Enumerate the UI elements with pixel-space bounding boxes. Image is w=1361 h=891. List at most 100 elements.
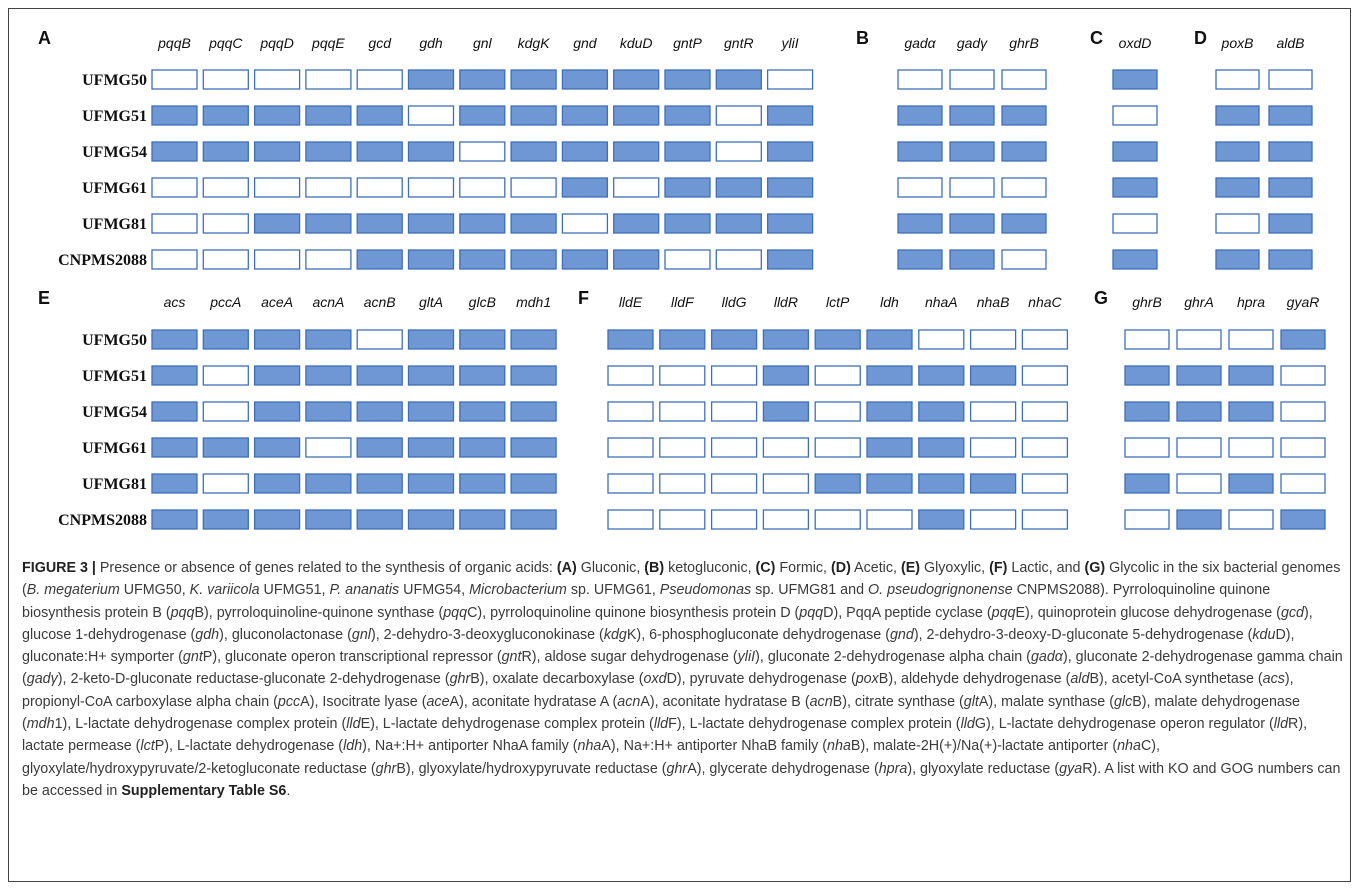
gene-present-cell — [407, 329, 455, 350]
gene-present-cell — [1176, 365, 1222, 386]
gene-present-cell — [407, 401, 455, 422]
gene-absent-cell — [561, 213, 609, 234]
gene-present-cell — [459, 473, 506, 494]
gene-present-cell — [1124, 401, 1170, 422]
gene-absent-cell — [715, 141, 762, 162]
strain-label: UFMG81 — [82, 216, 147, 233]
gene-present-cell — [1215, 141, 1260, 162]
strain-label: UFMG61 — [82, 440, 147, 457]
gene-present-cell — [897, 141, 943, 162]
gene-label: ghrB — [1132, 294, 1162, 310]
gene-absent-cell — [510, 177, 557, 198]
gene-present-cell — [715, 69, 762, 90]
gene-present-cell — [407, 141, 455, 162]
gene-label: nhaB — [977, 294, 1010, 310]
gene-absent-cell — [1124, 509, 1170, 530]
gene-absent-cell — [814, 509, 861, 530]
gene-label: oxdD — [1119, 35, 1152, 51]
gene-present-cell — [1112, 177, 1158, 198]
gene-absent-cell — [1001, 249, 1047, 270]
gene-present-cell — [607, 329, 654, 350]
gene-absent-cell — [664, 249, 711, 270]
gene-present-cell — [766, 105, 814, 126]
panel-letter-a: A — [38, 28, 51, 48]
gene-present-cell — [897, 213, 943, 234]
gene-absent-cell — [151, 177, 198, 198]
gene-absent-cell — [766, 69, 814, 90]
gene-present-cell — [762, 329, 810, 350]
gene-present-cell — [151, 329, 198, 350]
gene-present-cell — [459, 329, 506, 350]
gene-absent-cell — [202, 473, 249, 494]
panel-letter-f: F — [578, 288, 589, 308]
gene-present-cell — [897, 105, 943, 126]
strain-label: UFMG50 — [82, 332, 147, 349]
gene-present-cell — [151, 473, 198, 494]
gene-present-cell — [1001, 141, 1047, 162]
gene-absent-cell — [1280, 473, 1326, 494]
panel-letter-b: B — [856, 28, 869, 48]
gene-present-cell — [664, 69, 711, 90]
gene-absent-cell — [607, 401, 654, 422]
gene-label: aceA — [261, 294, 293, 310]
gene-absent-cell — [202, 69, 249, 90]
gene-label: yliI — [781, 35, 799, 51]
gene-absent-cell — [1021, 401, 1069, 422]
gene-label: pccA — [209, 294, 241, 310]
gene-absent-cell — [710, 437, 758, 458]
gene-present-cell — [1176, 401, 1222, 422]
gene-absent-cell — [1228, 329, 1274, 350]
gene-absent-cell — [1021, 329, 1069, 350]
gene-present-cell — [407, 365, 455, 386]
gene-present-cell — [664, 213, 711, 234]
gene-absent-cell — [202, 401, 249, 422]
gene-present-cell — [151, 365, 198, 386]
gene-label: gcd — [368, 35, 392, 51]
gene-present-cell — [253, 141, 301, 162]
gene-present-cell — [253, 213, 301, 234]
gene-present-cell — [762, 365, 810, 386]
gene-present-cell — [1228, 365, 1274, 386]
gene-present-cell — [305, 509, 352, 530]
gene-absent-cell — [305, 69, 352, 90]
gene-present-cell — [918, 473, 965, 494]
gene-absent-cell — [151, 213, 198, 234]
gene-absent-cell — [1112, 105, 1158, 126]
gene-present-cell — [918, 401, 965, 422]
gene-present-cell — [1215, 105, 1260, 126]
strain-label: CNPMS2088 — [58, 512, 147, 529]
gene-present-cell — [766, 213, 814, 234]
gene-present-cell — [766, 177, 814, 198]
gene-present-cell — [766, 249, 814, 270]
strain-label: UFMG81 — [82, 476, 147, 493]
strain-label: UFMG54 — [82, 144, 147, 161]
gene-absent-cell — [253, 177, 301, 198]
gene-absent-cell — [762, 437, 810, 458]
gene-present-cell — [510, 401, 557, 422]
gene-present-cell — [1228, 473, 1274, 494]
gene-present-cell — [407, 69, 455, 90]
gene-present-cell — [253, 473, 301, 494]
gene-present-cell — [1001, 105, 1047, 126]
gene-absent-cell — [897, 69, 943, 90]
strain-label: UFMG51 — [82, 368, 147, 385]
gene-absent-cell — [459, 177, 506, 198]
gene-present-cell — [613, 105, 660, 126]
gene-present-cell — [918, 509, 965, 530]
gene-present-cell — [510, 213, 557, 234]
strain-label: UFMG50 — [82, 72, 147, 89]
gene-absent-cell — [459, 141, 506, 162]
gene-absent-cell — [607, 509, 654, 530]
gene-absent-cell — [1021, 365, 1069, 386]
gene-label: gnl — [473, 35, 493, 51]
gene-absent-cell — [407, 177, 455, 198]
gene-present-cell — [866, 365, 913, 386]
gene-absent-cell — [1268, 69, 1313, 90]
gene-absent-cell — [762, 509, 810, 530]
gene-absent-cell — [1215, 213, 1260, 234]
gene-label: glcB — [469, 294, 496, 310]
gene-absent-cell — [1021, 509, 1069, 530]
